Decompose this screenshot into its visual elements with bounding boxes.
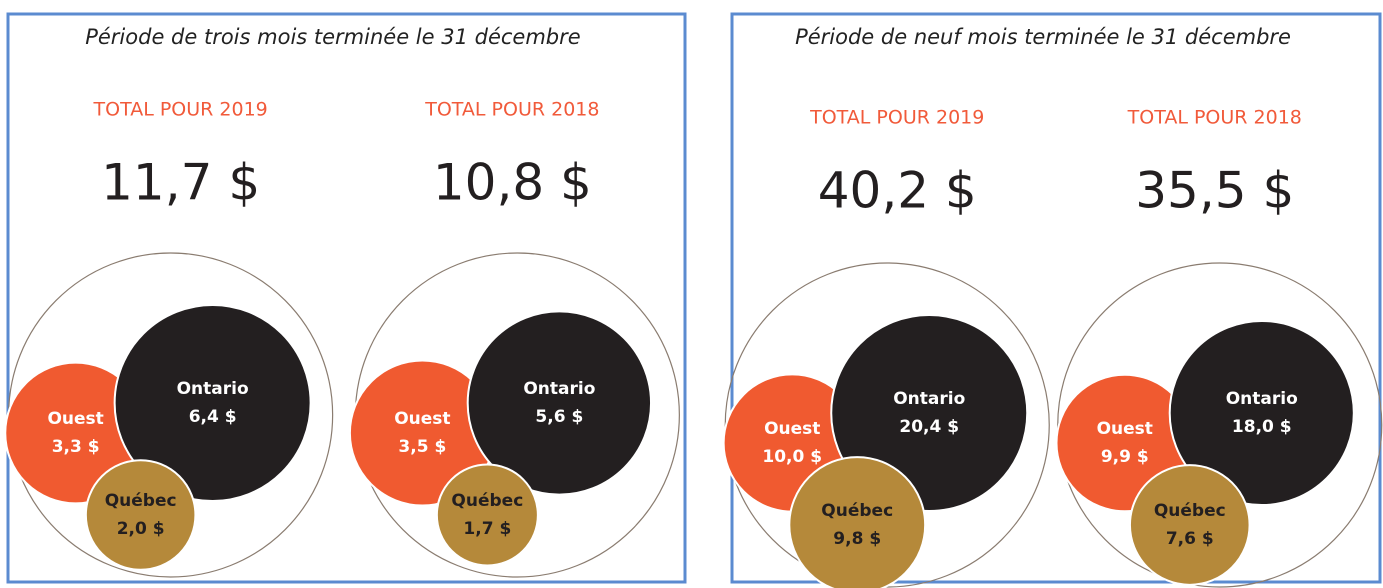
region-bubble <box>84 459 197 571</box>
region-value: 10,0 $ <box>762 447 822 467</box>
region-value: 18,0 $ <box>1232 417 1292 437</box>
region-bubble <box>788 456 927 588</box>
total-value: 35,5 $ <box>1135 162 1294 220</box>
region-value: 3,5 $ <box>398 437 446 457</box>
total-heading: TOTAL POUR 2019 <box>93 99 268 121</box>
region-name: Ontario <box>523 379 595 399</box>
region-name: Québec <box>105 491 177 511</box>
region-bubble <box>113 304 312 502</box>
total-value: 40,2 $ <box>818 162 977 220</box>
region-name: Ouest <box>764 419 820 439</box>
region-value: 9,8 $ <box>833 529 881 549</box>
outer-circle <box>1057 262 1383 588</box>
region-name: Ontario <box>177 379 249 399</box>
region-value: 2,0 $ <box>117 519 165 539</box>
panel-title: Période de neuf mois terminée le 31 déce… <box>795 25 1291 49</box>
region-value: 6,4 $ <box>189 407 237 427</box>
region-name: Ontario <box>1226 389 1298 409</box>
region-value: 1,7 $ <box>463 519 511 539</box>
total-heading: TOTAL POUR 2018 <box>424 99 599 121</box>
region-value: 9,9 $ <box>1101 447 1149 467</box>
region-bubble <box>1168 319 1355 507</box>
region-name: Ouest <box>47 409 103 429</box>
total-value: 11,7 $ <box>101 154 260 212</box>
total-heading: TOTAL POUR 2019 <box>809 107 984 129</box>
region-bubble <box>466 310 653 496</box>
region-name: Ouest <box>394 409 450 429</box>
region-name: Québec <box>451 491 523 511</box>
region-value: 5,6 $ <box>535 407 583 427</box>
region-name: Ontario <box>893 389 965 409</box>
region-value: 7,6 $ <box>1166 529 1214 549</box>
region-bubble <box>1128 464 1251 586</box>
total-value: 10,8 $ <box>433 154 592 212</box>
region-value: 20,4 $ <box>899 417 959 437</box>
region-name: Québec <box>821 501 893 521</box>
region-name: Québec <box>1154 501 1226 521</box>
total-heading: TOTAL POUR 2018 <box>1127 107 1302 129</box>
region-value: 3,3 $ <box>52 437 100 457</box>
panel-title: Période de trois mois terminée le 31 déc… <box>85 25 580 49</box>
region-name: Ouest <box>1097 419 1153 439</box>
region-bubble <box>435 463 539 567</box>
